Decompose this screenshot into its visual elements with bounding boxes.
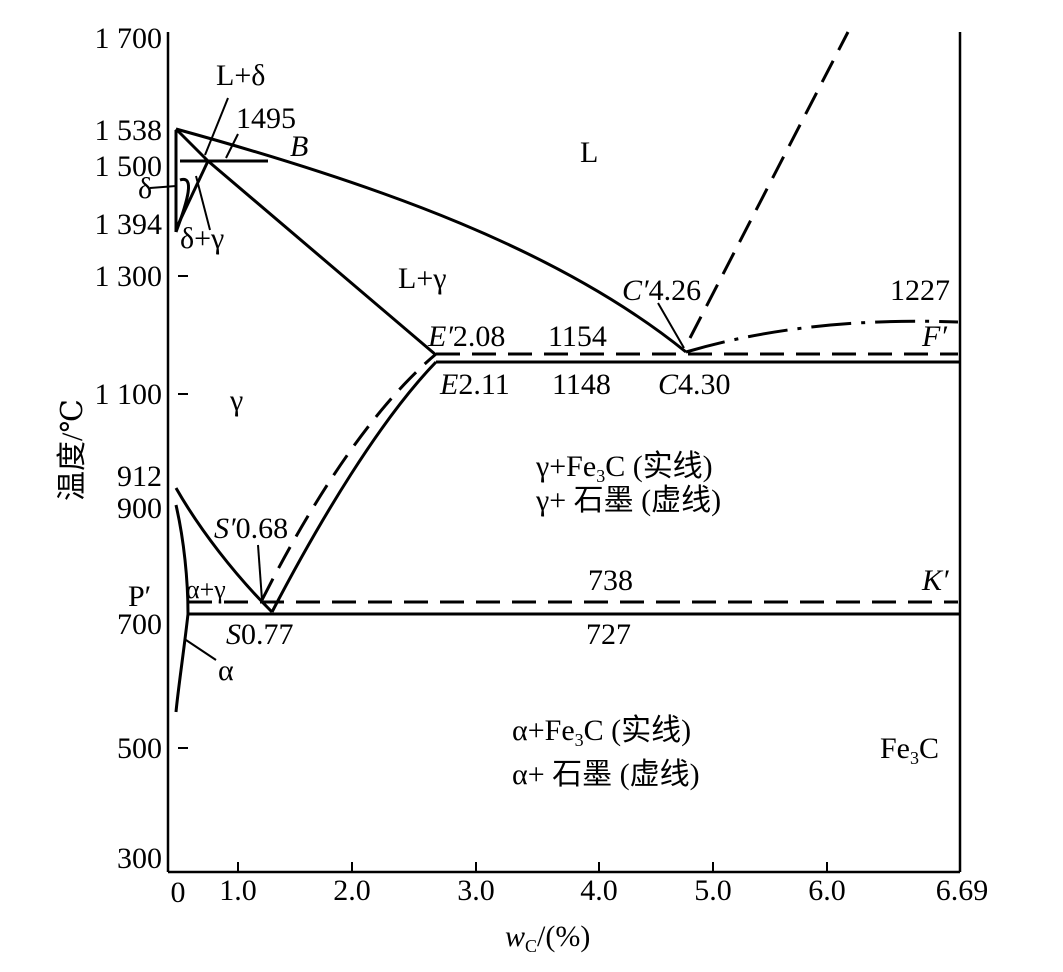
liquidus-cd-curve	[685, 319, 959, 354]
label-s: S0.77	[226, 618, 294, 651]
alpha-solvus-lower	[174, 613, 190, 713]
delta-gamma-boundary	[174, 177, 190, 233]
label-f-prime: F′	[921, 320, 947, 353]
label-k-prime: K′	[921, 564, 949, 597]
x-tick-5: 5.0	[694, 874, 732, 907]
y-tick-1700: 1 700	[95, 22, 163, 55]
label-gamma-fe3c: γ+Fe3C (实线)	[535, 450, 713, 486]
label-e-prime: E′2.08	[427, 320, 505, 353]
y-tick-300: 300	[117, 842, 162, 875]
leader-lines	[149, 97, 685, 661]
stable-system-lines	[174, 127, 960, 713]
region-labels: L L+δ δ δ+γ L+γ γ γ+Fe3C (实线) γ+ 石墨 (虚线)…	[138, 59, 939, 791]
x-tick-0: 0	[171, 876, 186, 909]
y-tick-labels: 1 700 1 538 1 500 1 394 1 300 1 100 912 …	[95, 22, 163, 875]
x-tick-669: 6.69	[936, 874, 989, 907]
label-738: 738	[588, 564, 633, 597]
acm-es-curve	[270, 360, 438, 613]
x-tick-labels: 0 1.0 2.0 3.0 4.0 5.0 6.0 6.69	[171, 874, 989, 909]
label-fe3c: Fe3C	[880, 732, 939, 768]
y-tick-500: 500	[117, 732, 162, 765]
x-tick-4: 4.0	[580, 874, 618, 907]
y-tick-700: 700	[117, 608, 162, 641]
label-1148: 1148	[552, 368, 611, 401]
x-tick-1: 1.0	[219, 874, 257, 907]
label-alpha-graphite: α+ 石墨 (虚线)	[512, 758, 700, 791]
a3-gs-curve	[174, 487, 274, 614]
label-p-prime: P′	[128, 580, 151, 613]
label-alpha-gamma: α+γ	[186, 575, 226, 604]
y-tick-1100: 1 100	[95, 378, 163, 411]
label-c: C4.30	[658, 368, 731, 401]
label-e: E2.11	[439, 368, 510, 401]
label-1495: 1495	[236, 102, 296, 135]
label-alpha-fe3c: α+Fe3C (实线)	[512, 714, 691, 750]
label-c-prime: C′4.26	[622, 274, 701, 307]
y-tick-1394: 1 394	[95, 208, 163, 241]
y-tick-1538: 1 538	[95, 114, 163, 147]
solidus-je-line	[207, 159, 437, 357]
label-point-b: B	[290, 130, 308, 163]
y-tick-900: 900	[117, 492, 162, 525]
label-gamma-graphite: γ+ 石墨 (虚线)	[535, 484, 721, 517]
label-1154: 1154	[548, 320, 607, 353]
graphite-system-lines	[188, 31, 958, 604]
label-l-delta: L+δ	[216, 59, 265, 92]
y-axis-title: 温度/℃	[56, 399, 89, 501]
tick-marks	[178, 275, 828, 872]
label-delta-gamma: δ+γ	[180, 222, 224, 255]
es-graphite-curve	[260, 352, 437, 601]
label-727: 727	[586, 618, 631, 651]
point-labels: 1495 B C′4.26 1227 E′2.08 1154 F′ E2.11 …	[128, 102, 950, 651]
label-delta: δ	[138, 172, 152, 205]
label-alpha: α	[218, 654, 234, 687]
label-s-prime: S′0.68	[214, 512, 288, 545]
label-liquid: L	[580, 136, 598, 169]
x-tick-3: 3.0	[457, 874, 495, 907]
alpha-solvus-upper	[174, 504, 190, 615]
graphite-liquidus-line	[688, 31, 850, 339]
label-1227: 1227	[890, 274, 950, 307]
y-tick-1500: 1 500	[95, 150, 163, 183]
label-l-gamma: L+γ	[398, 262, 447, 295]
y-tick-1300: 1 300	[95, 260, 163, 293]
y-tick-912: 912	[117, 460, 162, 493]
label-gamma: γ	[229, 384, 243, 417]
x-axis-title: wC/(%)	[505, 920, 590, 956]
x-tick-6: 6.0	[808, 874, 846, 907]
delta-upper-line	[174, 127, 210, 163]
liquidus-ab-curve	[175, 127, 687, 354]
x-tick-2: 2.0	[333, 874, 371, 907]
